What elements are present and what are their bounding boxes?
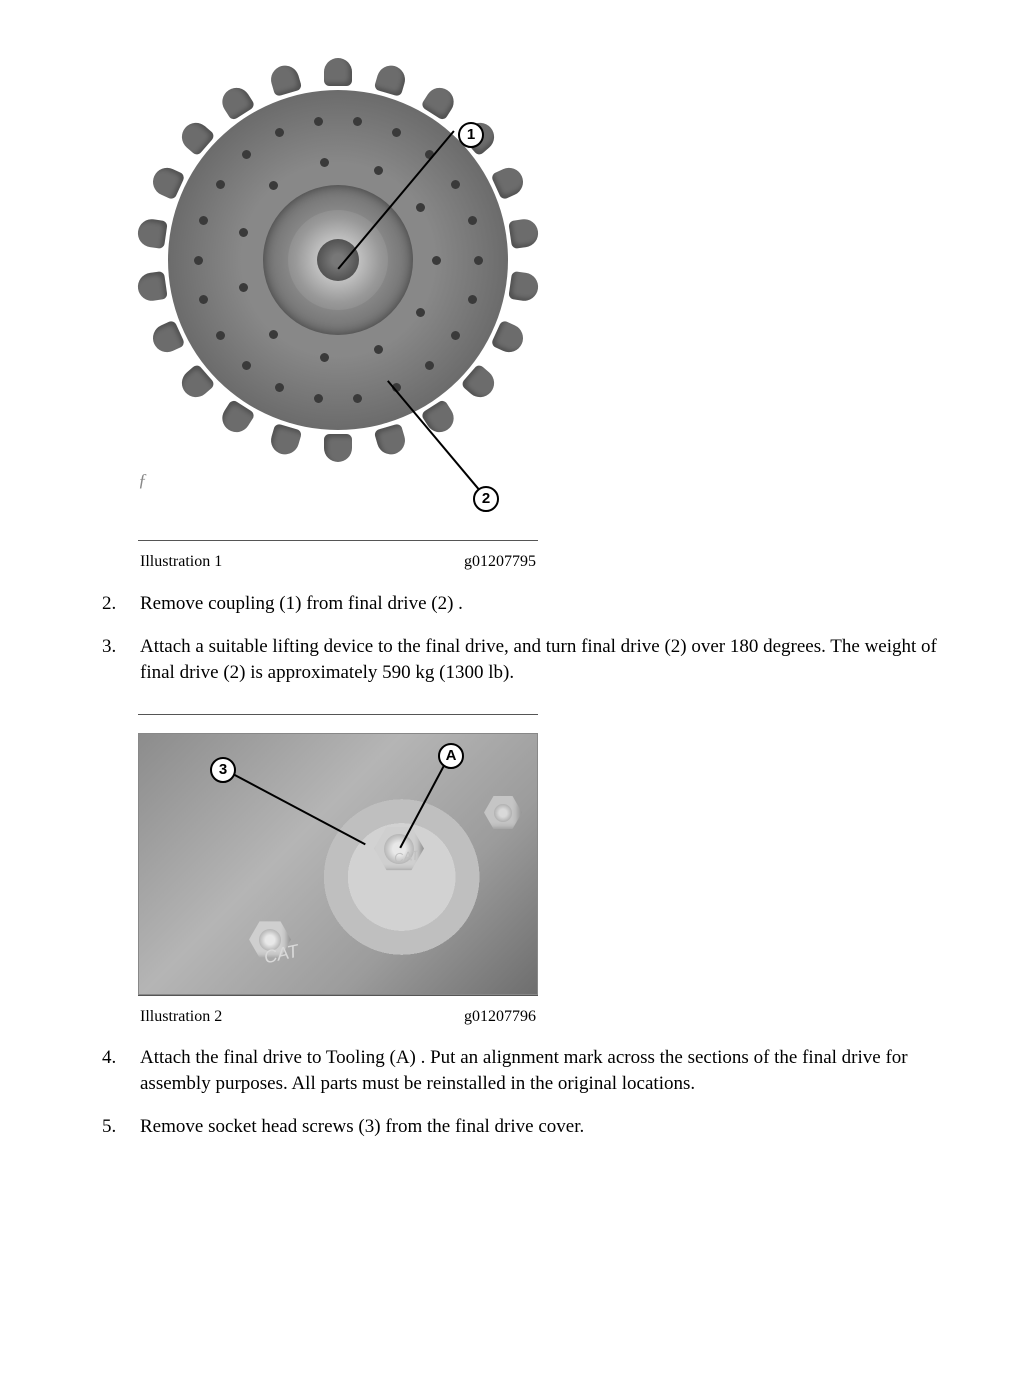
figure-1-caption-right: g01207795: [464, 551, 536, 573]
figure-2-caption-right: g01207796: [464, 1006, 536, 1028]
procedure-list-a: Remove coupling (1) from final drive (2)…: [60, 591, 964, 686]
callout-A: A: [438, 743, 464, 769]
callout-1: 1: [458, 122, 484, 148]
callout-3: 3: [210, 757, 236, 783]
figure-2: CAT CAT 3 A Illustration 2 g01207796: [138, 714, 964, 1028]
step-4: Attach the final drive to Tooling (A) . …: [102, 1045, 964, 1096]
step-2: Remove coupling (1) from final drive (2)…: [102, 591, 964, 617]
sprocket-graphic: [168, 90, 508, 430]
figure-2-caption: Illustration 2 g01207796: [138, 996, 538, 1028]
figure-1-caption-left: Illustration 1: [140, 551, 222, 573]
axis-mark: ƒ: [138, 470, 147, 491]
figure-2-photo: CAT CAT: [138, 733, 538, 995]
step-3: Attach a suitable lifting device to the …: [102, 634, 964, 685]
figure-1-image: 1 2 ƒ: [138, 60, 538, 540]
figure-1: 1 2 ƒ Illustration 1 g01207795: [138, 60, 964, 573]
callout-2: 2: [473, 486, 499, 512]
figure-2-caption-left: Illustration 2: [140, 1006, 222, 1028]
figure-2-image: CAT CAT 3 A: [138, 715, 538, 995]
procedure-list-b: Attach the final drive to Tooling (A) . …: [60, 1045, 964, 1140]
figure-1-caption: Illustration 1 g01207795: [138, 541, 538, 573]
step-5: Remove socket head screws (3) from the f…: [102, 1114, 964, 1140]
